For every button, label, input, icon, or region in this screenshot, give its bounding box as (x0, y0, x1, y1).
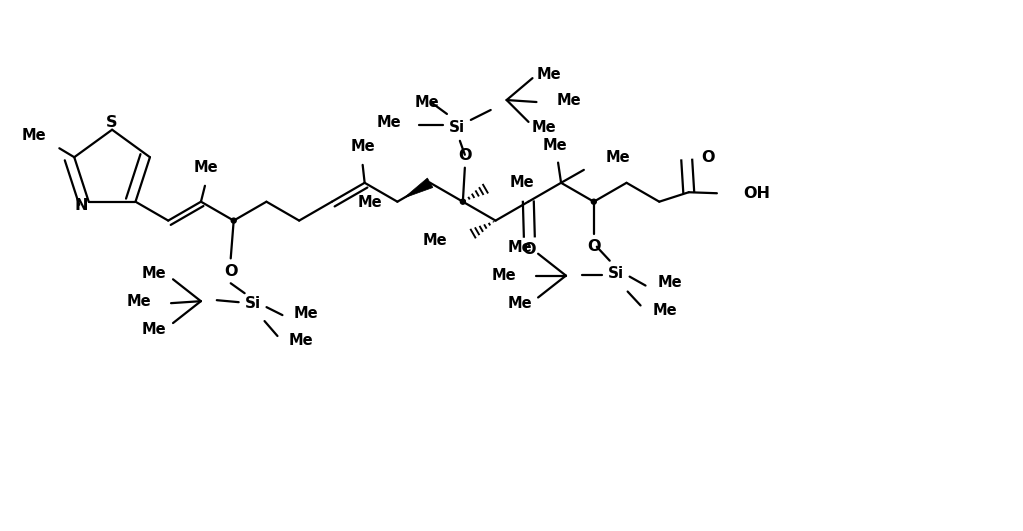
Text: Me: Me (376, 115, 401, 131)
Text: Me: Me (492, 268, 517, 283)
Text: Me: Me (422, 233, 447, 248)
Text: Me: Me (507, 240, 533, 255)
Text: Me: Me (532, 121, 557, 135)
Text: OH: OH (743, 186, 769, 201)
Text: Me: Me (509, 175, 534, 190)
Text: N: N (75, 198, 89, 213)
Circle shape (231, 218, 236, 223)
Text: O: O (702, 150, 715, 165)
Circle shape (591, 199, 596, 204)
Text: O: O (458, 148, 472, 163)
Circle shape (460, 199, 465, 204)
Text: Me: Me (288, 333, 313, 348)
Text: Si: Si (244, 296, 261, 311)
Text: O: O (224, 264, 237, 279)
Text: Me: Me (658, 275, 682, 290)
Text: Me: Me (193, 160, 218, 175)
Text: Me: Me (142, 322, 167, 337)
Text: O: O (587, 239, 601, 254)
Text: Si: Si (449, 121, 464, 135)
Text: Me: Me (21, 128, 46, 143)
Text: Me: Me (294, 306, 318, 321)
Text: Me: Me (507, 296, 533, 311)
Text: Me: Me (537, 67, 562, 82)
Text: Me: Me (142, 266, 167, 281)
Text: O: O (523, 242, 536, 257)
Text: Me: Me (606, 150, 630, 166)
Text: S: S (106, 115, 118, 130)
Text: Me: Me (127, 294, 151, 309)
Text: Me: Me (357, 195, 382, 210)
Text: Me: Me (350, 140, 375, 155)
Text: Me: Me (414, 95, 439, 109)
Text: Me: Me (653, 303, 677, 318)
Text: Me: Me (557, 92, 581, 108)
Text: Me: Me (543, 138, 568, 153)
Text: Si: Si (608, 266, 624, 281)
Polygon shape (404, 178, 433, 198)
